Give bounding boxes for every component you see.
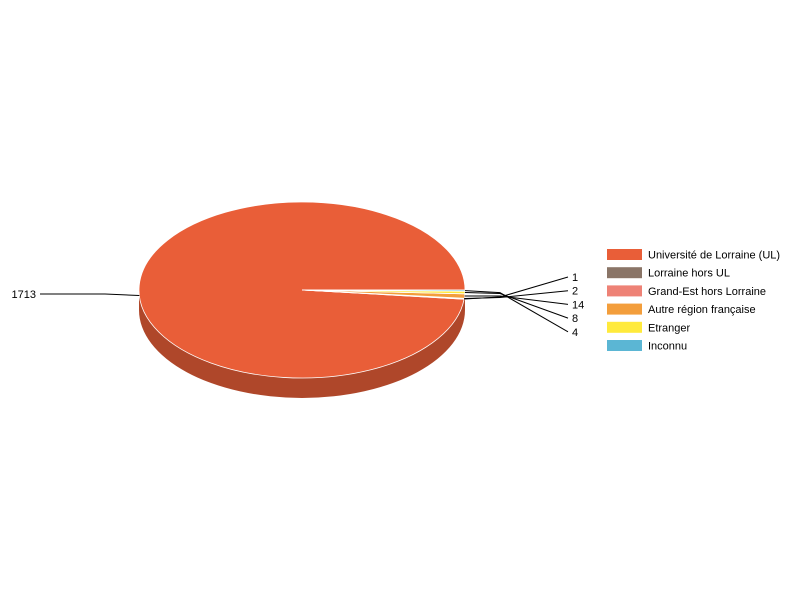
data-label: 4 [572,327,578,339]
legend-swatch [607,340,642,351]
pie-side [139,290,465,398]
legend-label: Autre région française [648,304,756,316]
legend-swatch [607,267,642,279]
label-line [40,293,140,297]
label-line [464,290,569,300]
legend-label: Grand-Est hors Lorraine [648,286,766,298]
legend-label: Inconnu [648,341,687,353]
label-line [464,292,569,319]
legend-label: Etranger [648,322,691,334]
legend-swatch [607,321,642,333]
legend-swatch [607,285,642,297]
legend-swatch [607,249,642,260]
label-line [464,295,569,305]
data-label: 2 [572,286,578,298]
legend-label: Lorraine hors UL [648,268,730,280]
legend-swatch [607,303,642,315]
data-label: 1 [572,272,578,284]
legend-label: Université de Lorraine (UL) [648,250,780,262]
label-line [464,290,569,333]
data-label: 1713 [12,289,36,301]
data-label: 14 [572,299,584,311]
data-label: 8 [572,313,578,325]
